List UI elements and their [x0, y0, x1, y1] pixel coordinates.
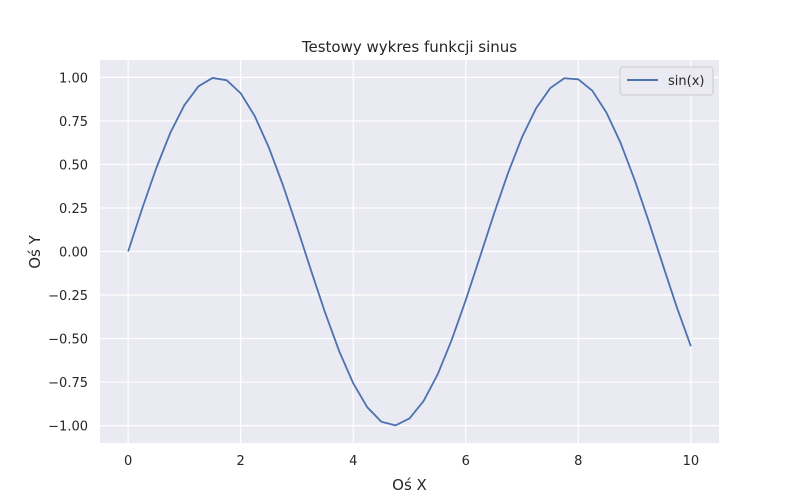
x-tick-label: 8 — [574, 454, 582, 469]
chart-title: Testowy wykres funkcji sinus — [301, 38, 517, 56]
x-axis-ticks: 0 2 4 6 8 10 — [124, 454, 699, 469]
series-group — [127, 77, 692, 427]
y-axis-label: Oś Y — [26, 234, 44, 268]
y-tick-label: −0.25 — [48, 289, 88, 304]
x-tick-label: 6 — [462, 454, 470, 469]
y-tick-label: 0.25 — [59, 202, 88, 217]
x-tick-label: 2 — [237, 454, 245, 469]
y-axis-ticks: −1.00 −0.75 −0.50 −0.25 0.00 0.25 0.50 0.75 1.00 — [48, 71, 88, 434]
x-tick-label: 10 — [683, 454, 700, 469]
series-line-0 — [127, 77, 692, 427]
y-tick-label: 0.00 — [59, 246, 88, 261]
x-tick-label: 4 — [349, 454, 357, 469]
x-tick-label: 0 — [124, 454, 132, 469]
y-tick-label: −0.50 — [48, 333, 88, 348]
legend-box — [619, 66, 714, 96]
y-tick-label: 1.00 — [59, 71, 88, 86]
y-tick-label: 0.50 — [59, 158, 88, 173]
y-tick-label: 0.75 — [59, 115, 88, 130]
grid-lines — [100, 60, 719, 443]
legend: sin(x) — [619, 66, 714, 96]
y-tick-label: −1.00 — [48, 420, 88, 435]
y-tick-label: −0.75 — [48, 376, 88, 391]
x-axis-label: Oś X — [392, 476, 427, 494]
legend-label: sin(x) — [668, 74, 704, 89]
